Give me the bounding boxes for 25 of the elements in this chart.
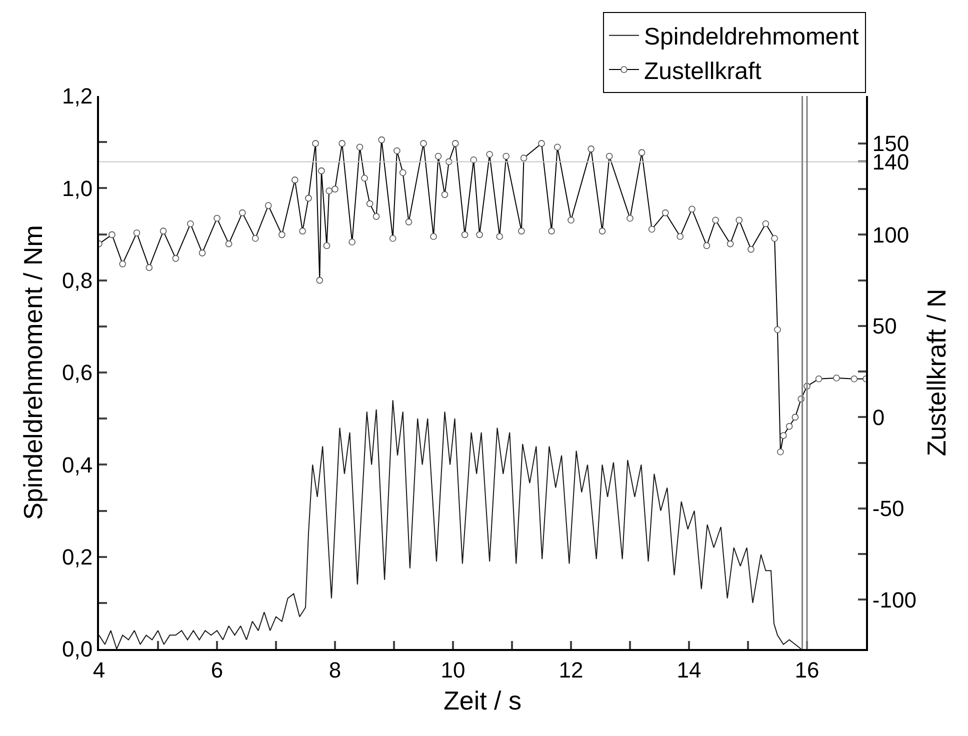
y-tick-label: 1,0	[62, 176, 93, 201]
y-tick-label: 1,2	[62, 84, 93, 109]
x-tick-label: 12	[558, 657, 584, 682]
y-tick-label: 0,8	[62, 268, 93, 294]
y2-axis-title: Zustellkraft / N	[922, 288, 952, 456]
y2-tick-label: 100	[872, 222, 910, 248]
legend-label: Zustellkraft	[644, 58, 762, 85]
x-tick-label: 16	[794, 657, 820, 682]
x-axis-title: Zeit / s	[443, 686, 522, 716]
y2-tick-label: -50	[872, 496, 904, 522]
y2-tick-label: -100	[872, 587, 916, 612]
y-axis-title: Spindeldrehmoment / Nm	[18, 225, 48, 520]
x-tick-label: 4	[92, 657, 106, 682]
y2-tick-label: 50	[872, 314, 897, 339]
x-tick-label: 6	[210, 657, 224, 682]
y-tick-label: 0,4	[62, 452, 93, 478]
x-tick-label: 14	[676, 657, 702, 682]
y2-tick-label: 0	[872, 404, 885, 430]
y-tick-label: 0,0	[62, 636, 93, 662]
x-tick-label: 10	[440, 657, 466, 682]
y-tick-label: 0,6	[62, 360, 93, 386]
y-tick-label: 0,2	[62, 544, 93, 570]
x-tick-label: 8	[328, 657, 342, 682]
legend-label: Spindeldrehmoment	[644, 24, 860, 51]
line-series	[99, 400, 802, 649]
